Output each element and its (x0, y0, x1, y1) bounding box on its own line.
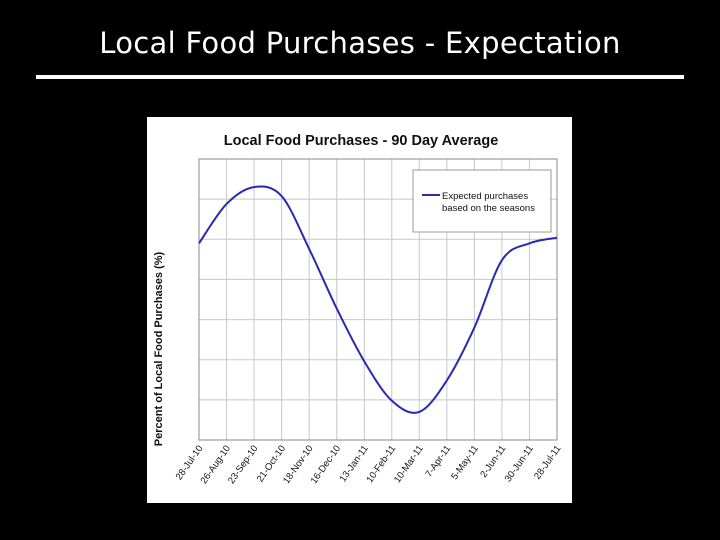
legend-box (412, 169, 552, 233)
x-tick-label: 28-Jul-11 (532, 443, 563, 481)
legend-label: Expected purchases based on the seasons (442, 191, 535, 214)
chart-title: Local Food Purchases - 90 Day Average (224, 133, 499, 149)
y-axis-label: Percent of Local Food Purchases (%) (153, 251, 165, 446)
slide-title: Local Food Purchases - Expectation (99, 26, 621, 60)
series-line-expected-purchases (198, 185, 558, 414)
plot-frame (198, 158, 558, 441)
line-chart: Local Food Purchases - 90 Day Average Pe… (153, 133, 564, 486)
x-tick-label: 2-Jun-11 (478, 443, 508, 479)
title-divider (36, 75, 684, 79)
legend: Expected purchases based on the seasons (412, 169, 552, 233)
x-tick-label: 7-Apr-11 (423, 443, 453, 479)
x-tick-label: 5-May-11 (449, 443, 481, 482)
chart-panel: Local Food Purchases - 90 Day Average Pe… (147, 117, 572, 503)
x-axis-tick-labels: 28-Jul-1026-Aug-1023-Sep-1021-Oct-1018-N… (174, 443, 564, 486)
